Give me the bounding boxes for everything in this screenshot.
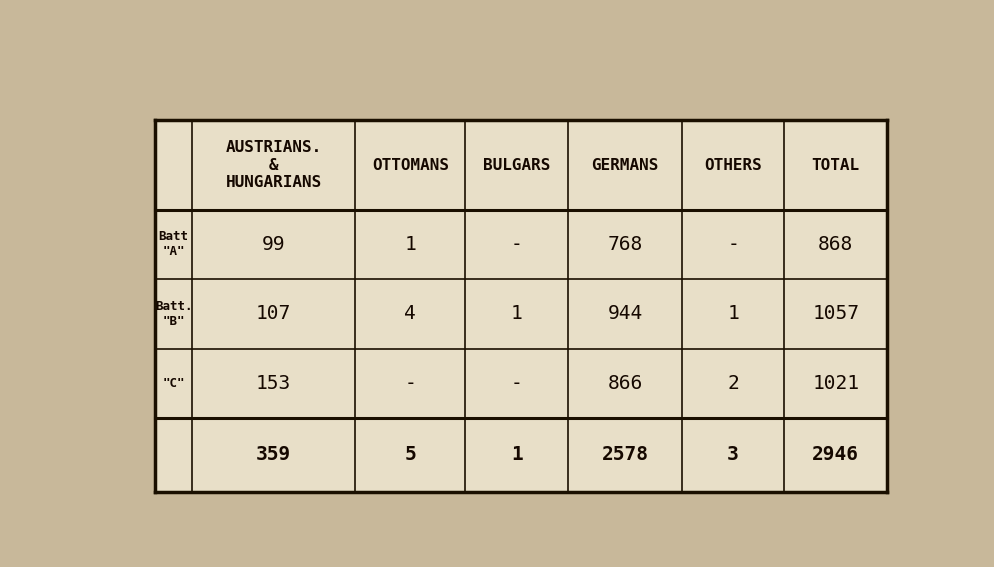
Text: -: - xyxy=(511,235,523,254)
Text: 2: 2 xyxy=(728,374,739,393)
Text: 3: 3 xyxy=(728,445,739,464)
Text: -: - xyxy=(405,374,416,393)
Text: 866: 866 xyxy=(607,374,642,393)
Text: 768: 768 xyxy=(607,235,642,254)
Text: 1: 1 xyxy=(405,235,416,254)
Text: 1057: 1057 xyxy=(812,304,859,323)
Text: 5: 5 xyxy=(405,445,416,464)
Text: 359: 359 xyxy=(256,445,291,464)
Text: GERMANS: GERMANS xyxy=(591,158,659,172)
Bar xyxy=(155,120,887,492)
Text: Batt
"A": Batt "A" xyxy=(159,230,189,259)
Text: BULGARS: BULGARS xyxy=(483,158,551,172)
Text: -: - xyxy=(728,235,739,254)
Text: 868: 868 xyxy=(818,235,853,254)
Text: 1021: 1021 xyxy=(812,374,859,393)
Text: "C": "C" xyxy=(162,377,185,390)
Text: 1: 1 xyxy=(511,304,523,323)
Text: TOTAL: TOTAL xyxy=(811,158,860,172)
Text: Batt.
"B": Batt. "B" xyxy=(155,300,192,328)
Text: 2946: 2946 xyxy=(812,445,859,464)
Text: AUSTRIANS.
&
HUNGARIANS: AUSTRIANS. & HUNGARIANS xyxy=(226,140,322,190)
Text: 107: 107 xyxy=(256,304,291,323)
Text: 4: 4 xyxy=(405,304,416,323)
Text: 99: 99 xyxy=(262,235,285,254)
Text: 1: 1 xyxy=(728,304,739,323)
Text: 1: 1 xyxy=(511,445,523,464)
Text: OTHERS: OTHERS xyxy=(704,158,762,172)
Text: -: - xyxy=(511,374,523,393)
Text: 2578: 2578 xyxy=(601,445,648,464)
Text: OTTOMANS: OTTOMANS xyxy=(372,158,449,172)
Text: 153: 153 xyxy=(256,374,291,393)
Text: 944: 944 xyxy=(607,304,642,323)
